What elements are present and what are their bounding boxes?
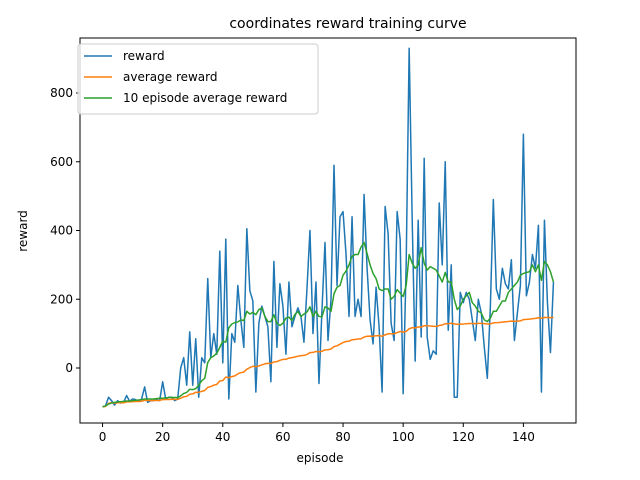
x-tick-label: 0: [99, 430, 107, 444]
x-tick-label: 60: [275, 430, 290, 444]
series-line-2: [102, 241, 555, 408]
x-tick-label: 80: [335, 430, 350, 444]
y-tick-label: 600: [50, 155, 73, 169]
legend-label-1: average reward: [123, 70, 218, 84]
y-tick-label: 200: [50, 292, 73, 306]
x-tick-label: 20: [155, 430, 170, 444]
x-axis-label: episode: [297, 451, 344, 465]
y-axis-label: reward: [16, 210, 30, 252]
y-tick-label: 0: [65, 361, 73, 375]
x-tick-label: 120: [452, 430, 475, 444]
chart-title: coordinates reward training curve: [229, 16, 466, 32]
legend-box: [77, 43, 319, 115]
x-tick-label: 140: [512, 430, 535, 444]
legend-label-2: 10 episode average reward: [123, 91, 287, 105]
y-tick-label: 800: [50, 86, 73, 100]
x-axis: 0 20 40 60 80 100 120 140: [99, 423, 535, 444]
legend: reward average reward 10 episode average r…: [77, 43, 319, 115]
x-tick-label: 40: [215, 430, 230, 444]
y-tick-label: 400: [50, 224, 73, 238]
legend-label-0: reward: [123, 49, 165, 63]
y-axis: 0 200 400 600 800: [50, 86, 80, 375]
plot-area: [102, 47, 555, 408]
x-tick-label: 100: [392, 430, 415, 444]
series-line-1: [102, 316, 554, 408]
